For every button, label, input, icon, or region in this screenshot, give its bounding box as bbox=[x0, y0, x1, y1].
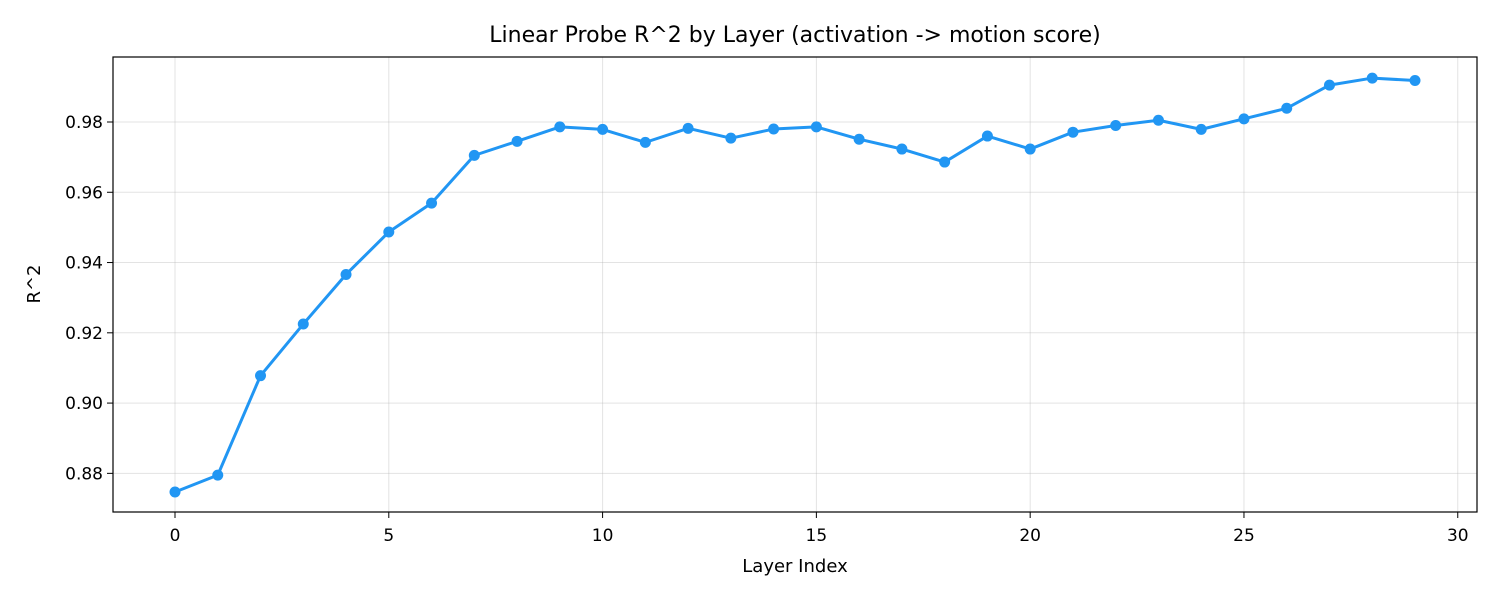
data-point bbox=[1281, 102, 1293, 114]
x-tick-label: 30 bbox=[1447, 526, 1469, 546]
chart-title: Linear Probe R^2 by Layer (activation ->… bbox=[489, 23, 1100, 48]
data-point bbox=[939, 156, 951, 168]
data-point bbox=[255, 370, 267, 382]
y-tick-label: 0.98 bbox=[65, 113, 103, 133]
data-point bbox=[1195, 123, 1207, 135]
data-point bbox=[1110, 120, 1122, 132]
data-point bbox=[896, 143, 908, 155]
data-point bbox=[297, 318, 309, 330]
data-point bbox=[426, 197, 438, 209]
series-r2 bbox=[169, 72, 1421, 498]
data-point bbox=[639, 136, 651, 148]
data-point bbox=[597, 123, 609, 135]
y-axis: 0.88 0.90 0.92 0.94 0.96 0.98 bbox=[65, 113, 113, 484]
y-axis-label: R^2 bbox=[24, 264, 45, 303]
data-point bbox=[1409, 75, 1421, 87]
data-point bbox=[212, 469, 224, 481]
series-line bbox=[174, 76, 1416, 494]
data-point bbox=[169, 486, 181, 498]
data-point bbox=[1323, 79, 1335, 91]
grid bbox=[113, 57, 1477, 512]
x-tick-label: 0 bbox=[170, 526, 181, 546]
x-tick-label: 25 bbox=[1233, 526, 1255, 546]
data-point bbox=[853, 133, 865, 145]
x-axis-label: Layer Index bbox=[742, 556, 848, 577]
x-tick-label: 20 bbox=[1019, 526, 1041, 546]
data-point bbox=[1366, 72, 1378, 84]
data-point bbox=[768, 123, 780, 135]
data-point bbox=[682, 122, 694, 134]
data-point bbox=[981, 130, 993, 142]
data-point bbox=[383, 226, 395, 238]
y-tick-label: 0.88 bbox=[65, 464, 103, 484]
data-point bbox=[554, 121, 566, 133]
data-point bbox=[1238, 113, 1250, 125]
x-tick-label: 5 bbox=[383, 526, 394, 546]
x-tick-label: 10 bbox=[592, 526, 614, 546]
x-axis: 0 5 10 15 20 25 30 bbox=[170, 512, 1469, 546]
x-tick-label: 15 bbox=[806, 526, 828, 546]
data-point bbox=[511, 135, 523, 147]
plot-frame bbox=[112, 56, 1478, 513]
data-point bbox=[468, 149, 480, 161]
data-point bbox=[1152, 114, 1164, 126]
data-point bbox=[1067, 126, 1079, 138]
y-tick-label: 0.90 bbox=[65, 394, 103, 414]
data-point bbox=[810, 121, 822, 133]
data-point bbox=[725, 132, 737, 144]
data-point bbox=[1024, 143, 1036, 155]
y-tick-label: 0.96 bbox=[65, 183, 103, 203]
y-tick-label: 0.92 bbox=[65, 324, 103, 344]
y-tick-label: 0.94 bbox=[65, 254, 103, 274]
data-point bbox=[340, 268, 352, 280]
